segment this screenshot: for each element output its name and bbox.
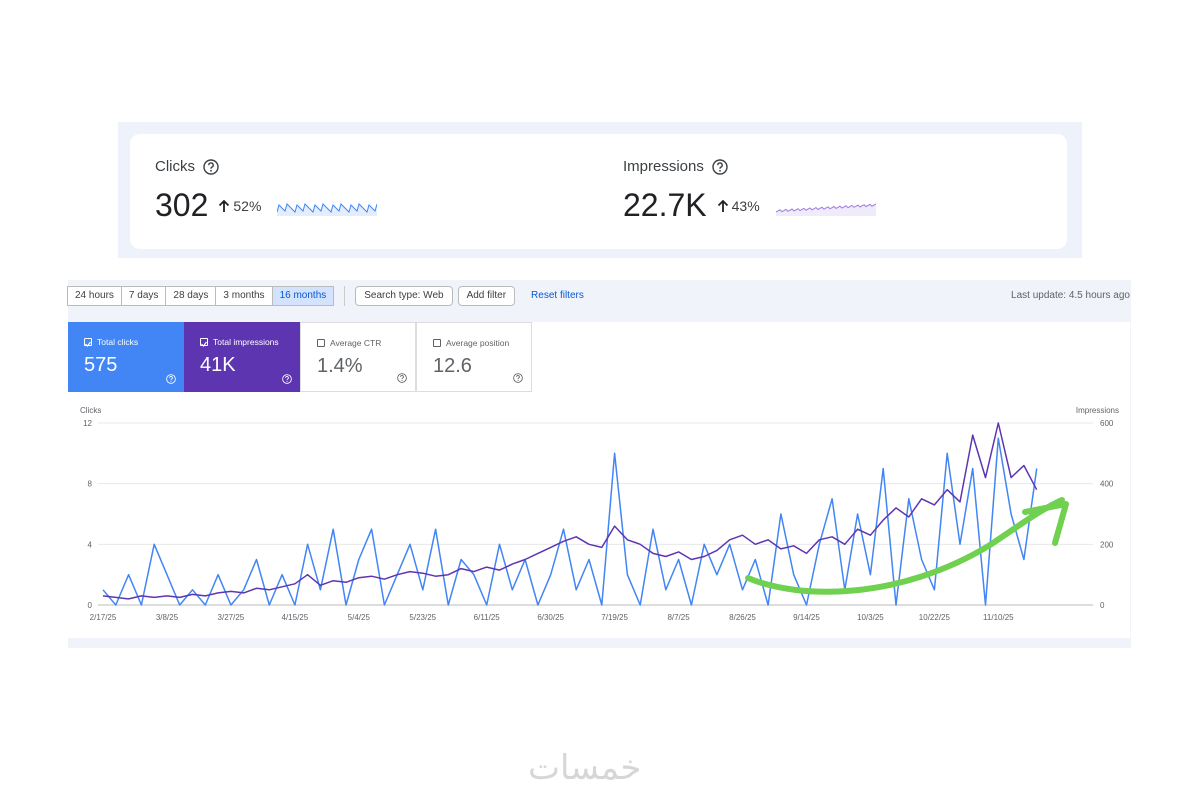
annotation-arrowhead — [1022, 501, 1069, 546]
y2-tick-label: 200 — [1100, 540, 1114, 549]
summary-metric: Clicks 302 52% — [155, 158, 378, 224]
metric-tile[interactable]: Total clicks 575 — [68, 322, 184, 392]
annotation-arrow — [745, 497, 1065, 595]
watermark: خمسات — [528, 748, 642, 788]
x-tick-label: 8/7/25 — [667, 613, 690, 622]
metric-label: Average position — [446, 338, 510, 348]
chart: Clicks Impressions 0 4 8 12 0 200 400 600 2/17/25 3… — [80, 406, 1119, 622]
x-tick-label: 9/14/25 — [793, 613, 820, 622]
x-tick-label: 4/15/25 — [282, 613, 309, 622]
y-tick-label: 12 — [83, 419, 92, 428]
metric-value: 1.4% — [317, 355, 363, 377]
check — [85, 341, 91, 347]
metric-tile[interactable]: Average CTR 1.4% — [300, 322, 416, 392]
chart-card: Clicks Impressions 0 4 8 12 0 200 400 600 2/17/25 3… — [68, 322, 1130, 638]
metric-tile[interactable]: Total impressions 41K — [184, 322, 300, 392]
metric-value: 575 — [84, 354, 118, 376]
help-icon[interactable] — [712, 158, 728, 175]
summary-change-value: 43% — [731, 197, 760, 214]
y-axis-title: Clicks — [80, 406, 101, 415]
summary-label-row: Clicks — [155, 158, 377, 175]
checkbox[interactable] — [200, 338, 208, 347]
y-tick-label: 8 — [88, 480, 93, 489]
metric-label: Average CTR — [330, 338, 382, 348]
checkbox[interactable] — [317, 339, 325, 347]
check — [201, 341, 207, 347]
metric-label-row: Average position — [433, 338, 509, 348]
series-line — [102, 437, 1038, 606]
summary-value: 22.7K — [623, 187, 707, 223]
summary-card: Clicks 302 52% Impressions 22.7K 43% — [130, 134, 1067, 249]
metric-label: Total clicks — [97, 337, 139, 347]
range-button[interactable]: 28 days — [165, 286, 217, 306]
summary-row: 302 52% — [155, 187, 378, 224]
summary-row: 22.7K 43% — [623, 187, 876, 224]
add-filter-button[interactable]: Add filter — [457, 286, 516, 306]
y2-tick-label: 600 — [1100, 419, 1114, 428]
reset-filters[interactable]: Reset filters — [531, 290, 584, 301]
help-icon[interactable] — [513, 373, 523, 383]
sparkline — [277, 202, 378, 216]
series-line — [102, 422, 1038, 600]
help-icon[interactable] — [203, 158, 219, 175]
x-tick-label: 11/10/25 — [983, 613, 1014, 622]
x-tick-label: 3/27/25 — [218, 613, 245, 622]
x-tick-label: 3/8/25 — [156, 613, 179, 622]
summary-label: Impressions — [623, 158, 704, 175]
y2-tick-label: 0 — [1100, 601, 1105, 610]
x-tick-label: 10/22/25 — [919, 613, 951, 622]
metric-label: Total impressions — [213, 337, 279, 347]
summary-label: Clicks — [155, 158, 195, 175]
divider — [344, 286, 346, 306]
metric-label-row: Total impressions — [200, 337, 279, 347]
summary-value: 302 — [155, 187, 209, 223]
metric-label-row: Total clicks — [84, 337, 138, 347]
up-arrow — [717, 199, 728, 212]
sparkline — [775, 203, 876, 216]
last-update: Last update: 4.5 hours ago — [1011, 290, 1130, 301]
range-button[interactable]: 7 days — [120, 286, 167, 306]
summary-label-row: Impressions — [623, 158, 876, 175]
x-tick-label: 6/11/25 — [474, 613, 501, 622]
summary-metric: Impressions 22.7K 43% — [623, 158, 876, 224]
help-icon[interactable] — [166, 374, 176, 384]
x-tick-label: 2/17/25 — [90, 613, 117, 622]
search-type-button[interactable]: Search type: Web — [355, 286, 453, 306]
range-button[interactable]: 16 months — [271, 286, 335, 306]
x-tick-label: 10/3/25 — [857, 613, 884, 622]
toolbar: 24 hours 7 days 28 days 3 months 16 months Se… — [67, 286, 584, 306]
checkbox[interactable] — [433, 339, 441, 347]
summary-change: 52% — [218, 198, 261, 214]
x-tick-label: 8/26/25 — [729, 613, 756, 622]
x-tick-label: 5/4/25 — [348, 613, 371, 622]
help-icon[interactable] — [397, 373, 407, 383]
y2-axis-title: Impressions — [1076, 406, 1119, 415]
metric-value: 12.6 — [433, 355, 472, 377]
y-tick-label: 4 — [88, 540, 93, 549]
summary-change-value: 52% — [233, 197, 262, 214]
y-tick-label: 0 — [88, 601, 93, 610]
summary-change: 43% — [717, 198, 760, 214]
y2-tick-label: 400 — [1100, 480, 1114, 489]
metric-value: 41K — [200, 354, 236, 376]
range-button[interactable]: 3 months — [215, 286, 273, 306]
metric-label-row: Average CTR — [317, 338, 381, 348]
help-icon[interactable] — [282, 374, 292, 384]
x-tick-label: 5/23/25 — [409, 613, 436, 622]
x-tick-label: 7/19/25 — [601, 613, 628, 622]
x-tick-label: 6/30/25 — [537, 613, 564, 622]
checkbox[interactable] — [84, 338, 92, 347]
range-button[interactable]: 24 hours — [67, 286, 122, 306]
up-arrow — [219, 199, 230, 212]
metric-tile[interactable]: Average position 12.6 — [416, 322, 532, 392]
